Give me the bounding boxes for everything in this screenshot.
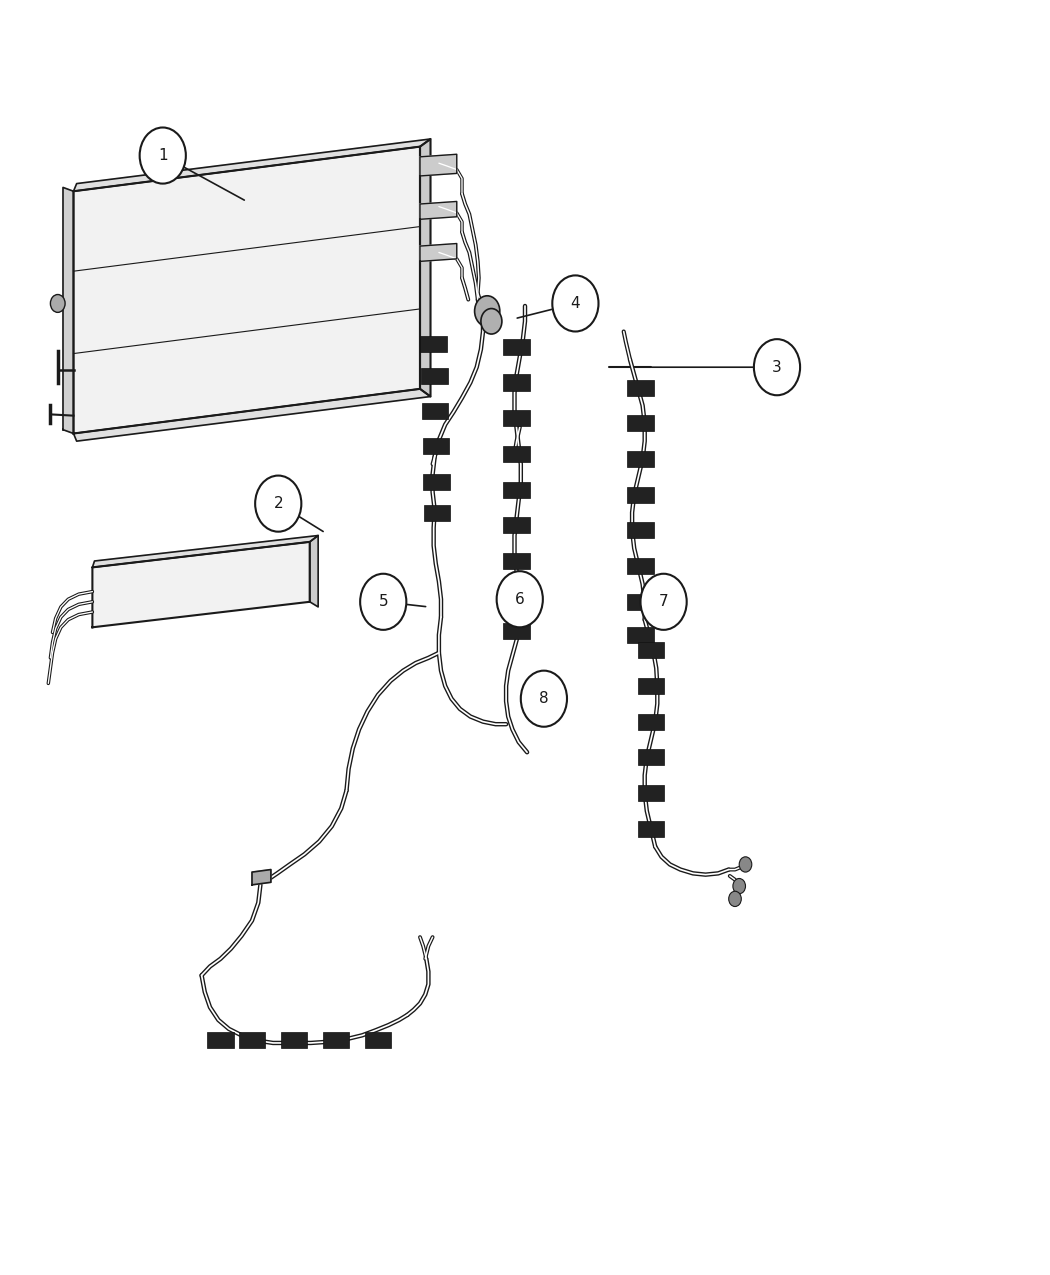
Polygon shape xyxy=(92,542,310,627)
Circle shape xyxy=(481,309,502,334)
Bar xyxy=(280,1033,308,1048)
Circle shape xyxy=(475,296,500,326)
Circle shape xyxy=(733,878,746,894)
Circle shape xyxy=(255,476,301,532)
Circle shape xyxy=(521,671,567,727)
Bar xyxy=(637,714,665,729)
Text: 2: 2 xyxy=(273,496,284,511)
Circle shape xyxy=(640,574,687,630)
Polygon shape xyxy=(74,389,430,441)
Polygon shape xyxy=(252,870,271,885)
Circle shape xyxy=(552,275,598,332)
Bar xyxy=(503,446,530,462)
Circle shape xyxy=(497,571,543,627)
Circle shape xyxy=(50,295,65,312)
Polygon shape xyxy=(92,536,318,567)
Bar xyxy=(422,403,448,418)
Polygon shape xyxy=(420,244,457,261)
Bar xyxy=(503,589,530,604)
Bar xyxy=(503,339,530,354)
Bar xyxy=(503,623,530,639)
Bar xyxy=(627,380,654,395)
Circle shape xyxy=(739,857,752,872)
Polygon shape xyxy=(420,139,430,397)
Polygon shape xyxy=(420,154,457,176)
Bar xyxy=(421,368,447,384)
Text: 8: 8 xyxy=(539,691,549,706)
Bar xyxy=(424,505,450,520)
Bar xyxy=(503,482,530,497)
Circle shape xyxy=(140,128,186,184)
Text: 3: 3 xyxy=(772,360,782,375)
Polygon shape xyxy=(310,536,318,607)
Bar xyxy=(637,643,665,658)
Bar xyxy=(627,487,654,502)
Polygon shape xyxy=(74,139,430,191)
Bar xyxy=(627,451,654,467)
Circle shape xyxy=(729,891,741,907)
Bar xyxy=(637,785,665,801)
Bar xyxy=(503,553,530,569)
Bar xyxy=(423,474,449,490)
Bar xyxy=(627,416,654,431)
Polygon shape xyxy=(420,201,457,219)
Polygon shape xyxy=(74,147,420,434)
Bar xyxy=(627,594,654,609)
Bar xyxy=(637,750,665,765)
Bar xyxy=(322,1033,350,1048)
Bar xyxy=(364,1033,392,1048)
Circle shape xyxy=(754,339,800,395)
Polygon shape xyxy=(63,187,74,434)
Text: 1: 1 xyxy=(158,148,168,163)
Bar xyxy=(637,678,665,694)
Bar xyxy=(637,821,665,836)
Bar xyxy=(627,627,654,643)
Bar xyxy=(207,1033,234,1048)
Text: 6: 6 xyxy=(514,592,525,607)
Text: 7: 7 xyxy=(658,594,669,609)
Bar xyxy=(627,523,654,538)
Bar xyxy=(420,337,447,352)
Text: 5: 5 xyxy=(378,594,388,609)
Circle shape xyxy=(360,574,406,630)
Bar xyxy=(503,375,530,390)
Bar xyxy=(238,1033,266,1048)
Bar xyxy=(422,439,449,454)
Bar xyxy=(503,411,530,426)
Text: 4: 4 xyxy=(570,296,581,311)
Bar xyxy=(627,558,654,574)
Bar xyxy=(503,518,530,533)
